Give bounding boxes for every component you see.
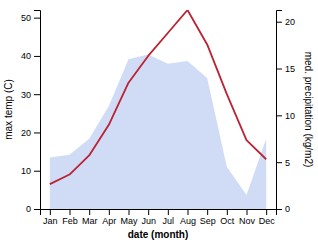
tick-mark bbox=[188, 209, 189, 215]
tick: 0 bbox=[26, 204, 40, 214]
tick: 15 bbox=[276, 64, 295, 74]
marks bbox=[50, 10, 266, 209]
y2-axis: 0 5 10 15 20 bbox=[276, 11, 295, 215]
tick: Aug bbox=[180, 209, 196, 226]
tick-label: 0 bbox=[26, 204, 31, 214]
tick-label: May bbox=[120, 216, 138, 226]
tick-mark bbox=[276, 162, 282, 163]
x-axis: Jan Feb Mar Apr MayJun Jul Aug Sep Oct NovDec bbox=[41, 209, 277, 226]
tick-mark bbox=[148, 209, 149, 215]
tick-mark bbox=[227, 209, 228, 215]
tick-label: 15 bbox=[285, 64, 295, 74]
y2-axis-title: med. precipitation (kg/m2) bbox=[303, 52, 314, 168]
tick-label: Jan bbox=[43, 216, 58, 226]
area bbox=[50, 54, 266, 209]
tick-label: Jul bbox=[163, 216, 175, 226]
tick-mark bbox=[168, 209, 169, 215]
tick-mark bbox=[276, 69, 282, 70]
tick: 5 bbox=[276, 158, 290, 168]
tick: 20 bbox=[21, 128, 40, 138]
tick-label: Jun bbox=[141, 216, 156, 226]
tick-mark bbox=[34, 132, 40, 133]
tick-label: 0 bbox=[285, 204, 290, 214]
tick-mark bbox=[129, 209, 130, 215]
tick-mark bbox=[70, 209, 71, 215]
tick-label: 30 bbox=[21, 90, 31, 100]
tick-mark bbox=[34, 171, 40, 172]
tick-label: 40 bbox=[21, 51, 31, 61]
tick: Feb bbox=[62, 209, 78, 226]
tick: 40 bbox=[21, 51, 40, 61]
tick-label: 10 bbox=[21, 166, 31, 176]
tick-label: Sep bbox=[200, 216, 216, 226]
tick-mark bbox=[34, 18, 40, 19]
tick-label: Mar bbox=[82, 216, 98, 226]
tick: Jan bbox=[43, 209, 58, 226]
tick-mark bbox=[89, 209, 90, 215]
tick-label: Dec bbox=[259, 216, 276, 226]
tick-label: Oct bbox=[220, 216, 235, 226]
tick: 10 bbox=[21, 166, 40, 176]
tick-mark bbox=[247, 209, 248, 215]
axis-line bbox=[277, 11, 283, 210]
tick-mark bbox=[50, 209, 51, 215]
y-axis: 0 10 20 30 40 50 bbox=[21, 11, 41, 215]
x-axis-title: date (month) bbox=[128, 229, 189, 240]
tick: 20 bbox=[276, 17, 295, 27]
tick-mark bbox=[34, 56, 40, 57]
axis-line bbox=[41, 210, 277, 216]
tick-mark bbox=[34, 209, 40, 210]
tick: 0 bbox=[276, 204, 290, 214]
tick: Dec bbox=[259, 209, 276, 226]
tick: Oct bbox=[220, 209, 235, 226]
tick: Apr bbox=[102, 209, 116, 226]
tick: Sep bbox=[200, 209, 216, 226]
tick-label: Apr bbox=[102, 216, 116, 226]
tick-label: 20 bbox=[285, 17, 295, 27]
tick-mark bbox=[109, 209, 110, 215]
tick: Mar bbox=[82, 209, 98, 226]
tick-label: 50 bbox=[21, 13, 31, 23]
tick-mark bbox=[34, 94, 40, 95]
line bbox=[50, 10, 266, 184]
tick: 30 bbox=[21, 90, 40, 100]
tick-mark bbox=[266, 209, 267, 215]
tick: May bbox=[120, 209, 138, 226]
tick-mark bbox=[276, 22, 282, 23]
tick-label: Nov bbox=[239, 216, 256, 226]
tick-label: 5 bbox=[285, 158, 290, 168]
tick: Nov bbox=[239, 209, 256, 226]
tick-label: 10 bbox=[285, 111, 295, 121]
tick: 50 bbox=[21, 13, 40, 23]
tick: Jun bbox=[141, 209, 156, 226]
chart: 0 10 20 30 40 50 0 5 10 15 20 Jan Feb Mar Apr MayJun Jul… bbox=[0, 0, 318, 243]
tick: Jul bbox=[163, 209, 175, 226]
y-axis-title: max temp (C) bbox=[3, 79, 14, 140]
tick-mark bbox=[276, 115, 282, 116]
plot: 0 10 20 30 40 50 0 5 10 15 20 Jan Feb Mar Apr MayJun Jul… bbox=[3, 10, 314, 240]
tick-label: 20 bbox=[21, 128, 31, 138]
axis-line bbox=[34, 11, 41, 210]
tick-label: Feb bbox=[62, 216, 78, 226]
tick-label: Aug bbox=[180, 216, 196, 226]
tick: 10 bbox=[276, 111, 295, 121]
tick-mark bbox=[207, 209, 208, 215]
